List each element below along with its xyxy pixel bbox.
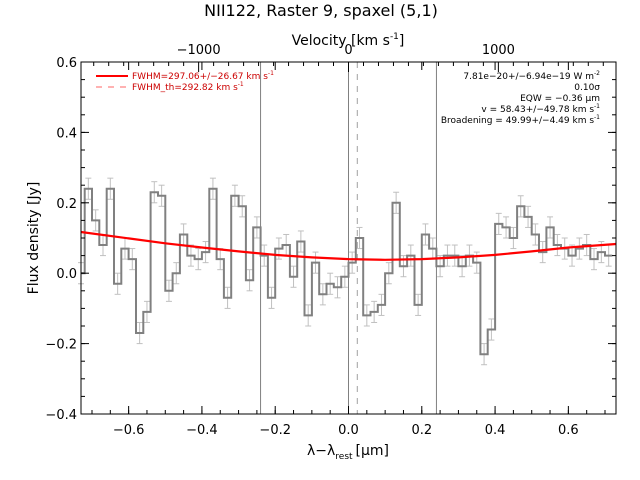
x-axis-ticks: −0.6 −0.4 −0.2 0.0 0.2 0.4 0.6 [91, 62, 606, 438]
annotation-flux: 7.81e−20+/−6.94e−19 W m-2 [463, 70, 600, 82]
x-tick-label: 0.4 [485, 423, 506, 438]
y-axis-label: Flux density [Jy] [26, 182, 42, 295]
y-tick-label: −0.2 [45, 338, 77, 353]
x-tick-label: −0.4 [186, 423, 218, 438]
annotation-broadening: Broadening = 49.99+/−4.49 km s-1 [441, 114, 600, 126]
spectrum-step-line [81, 187, 613, 356]
legend-label-fwhm: FWHM=297.06+/−26.67 km s-1 [132, 70, 274, 82]
annotation-sigma: 0.10σ [574, 83, 600, 93]
legend-label-fwhm-th: FWHM_th=292.82 km s-1 [132, 81, 244, 93]
top-tick-label: 1000 [482, 43, 515, 58]
y-tick-label: −0.4 [45, 408, 77, 423]
x-tick-label: −0.6 [113, 423, 145, 438]
top-tick-label: 0 [344, 43, 352, 58]
y-axis-ticks: −0.4 −0.2 0.0 0.2 0.4 0.6 [45, 56, 616, 423]
x-axis-label: λ−λrest [μm] [307, 443, 389, 462]
x-tick-label: 0.6 [558, 423, 579, 438]
fit-annotations: 7.81e−20+/−6.94e−19 W m-2 0.10σ EQW = −0… [441, 70, 600, 126]
x-tick-label: −0.2 [259, 423, 291, 438]
top-axis-ticks: −1000 0 1000 [93, 43, 604, 72]
y-tick-label: 0.2 [56, 197, 77, 212]
y-tick-label: 0.6 [56, 56, 77, 71]
top-axis-label: Velocity [km s-1] [292, 32, 405, 49]
y-tick-label: 0.4 [56, 126, 77, 141]
legend: FWHM=297.06+/−26.67 km s-1 FWHM_th=292.8… [96, 70, 274, 93]
top-tick-label: −1000 [177, 43, 221, 58]
chart-title: NII122, Raster 9, spaxel (5,1) [204, 1, 438, 20]
x-tick-label: 0.0 [338, 423, 359, 438]
fit-curve [80, 230, 617, 261]
annotation-eqw: EQW = −0.36 μm [520, 94, 600, 104]
y-tick-label: 0.0 [56, 267, 77, 282]
annotation-velocity: v = 58.43+/−49.78 km s-1 [481, 103, 600, 115]
x-tick-label: 0.2 [411, 423, 432, 438]
